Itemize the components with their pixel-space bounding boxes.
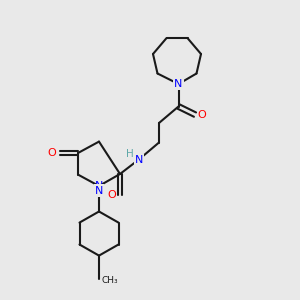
Text: H: H [127, 151, 135, 161]
Text: O: O [47, 148, 56, 158]
Text: N: N [174, 79, 183, 89]
Text: H: H [126, 148, 134, 159]
Text: N: N [95, 185, 103, 196]
Text: N: N [135, 155, 143, 165]
Text: O: O [197, 110, 206, 120]
Text: CH₃: CH₃ [101, 276, 118, 285]
Text: N: N [135, 155, 143, 165]
Text: O: O [107, 190, 116, 200]
Text: N: N [174, 79, 183, 89]
Text: N: N [95, 181, 103, 191]
Text: N: N [135, 155, 143, 165]
Text: N: N [95, 185, 103, 196]
